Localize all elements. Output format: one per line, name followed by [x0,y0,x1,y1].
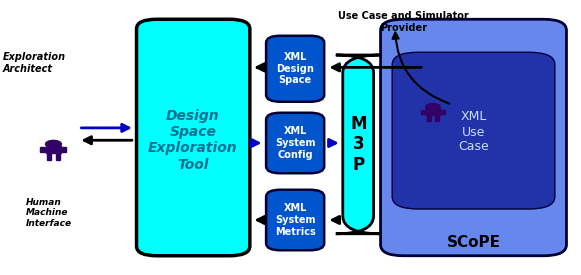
Bar [46,153,51,160]
FancyBboxPatch shape [381,19,566,256]
Text: Design
Space
Exploration
Tool: Design Space Exploration Tool [148,109,238,172]
Bar [426,115,431,121]
Text: Exploration
Architect: Exploration Architect [3,52,66,74]
FancyBboxPatch shape [336,55,381,234]
Bar [62,147,66,152]
Bar [421,110,425,114]
FancyBboxPatch shape [266,190,324,250]
Text: XML
System
Metrics: XML System Metrics [275,204,315,236]
Bar [45,146,62,153]
Text: M
3
P: M 3 P [350,115,367,174]
Circle shape [425,103,440,110]
Bar [425,108,440,115]
FancyBboxPatch shape [266,113,324,173]
Text: SCoPE: SCoPE [447,235,500,250]
Bar [435,115,439,121]
Text: Use Case and Simulator
Provider: Use Case and Simulator Provider [338,11,469,33]
FancyBboxPatch shape [392,52,555,209]
Text: XML
Design
Space: XML Design Space [276,52,314,85]
Text: XML
Use
Case: XML Use Case [458,111,489,153]
Bar [56,153,60,160]
Circle shape [45,141,62,148]
Text: XML
System
Config: XML System Config [275,126,315,160]
FancyBboxPatch shape [137,19,250,256]
Text: Human
Machine
Interface: Human Machine Interface [26,198,72,228]
Bar [41,147,45,152]
Bar [440,110,444,114]
FancyBboxPatch shape [266,36,324,102]
